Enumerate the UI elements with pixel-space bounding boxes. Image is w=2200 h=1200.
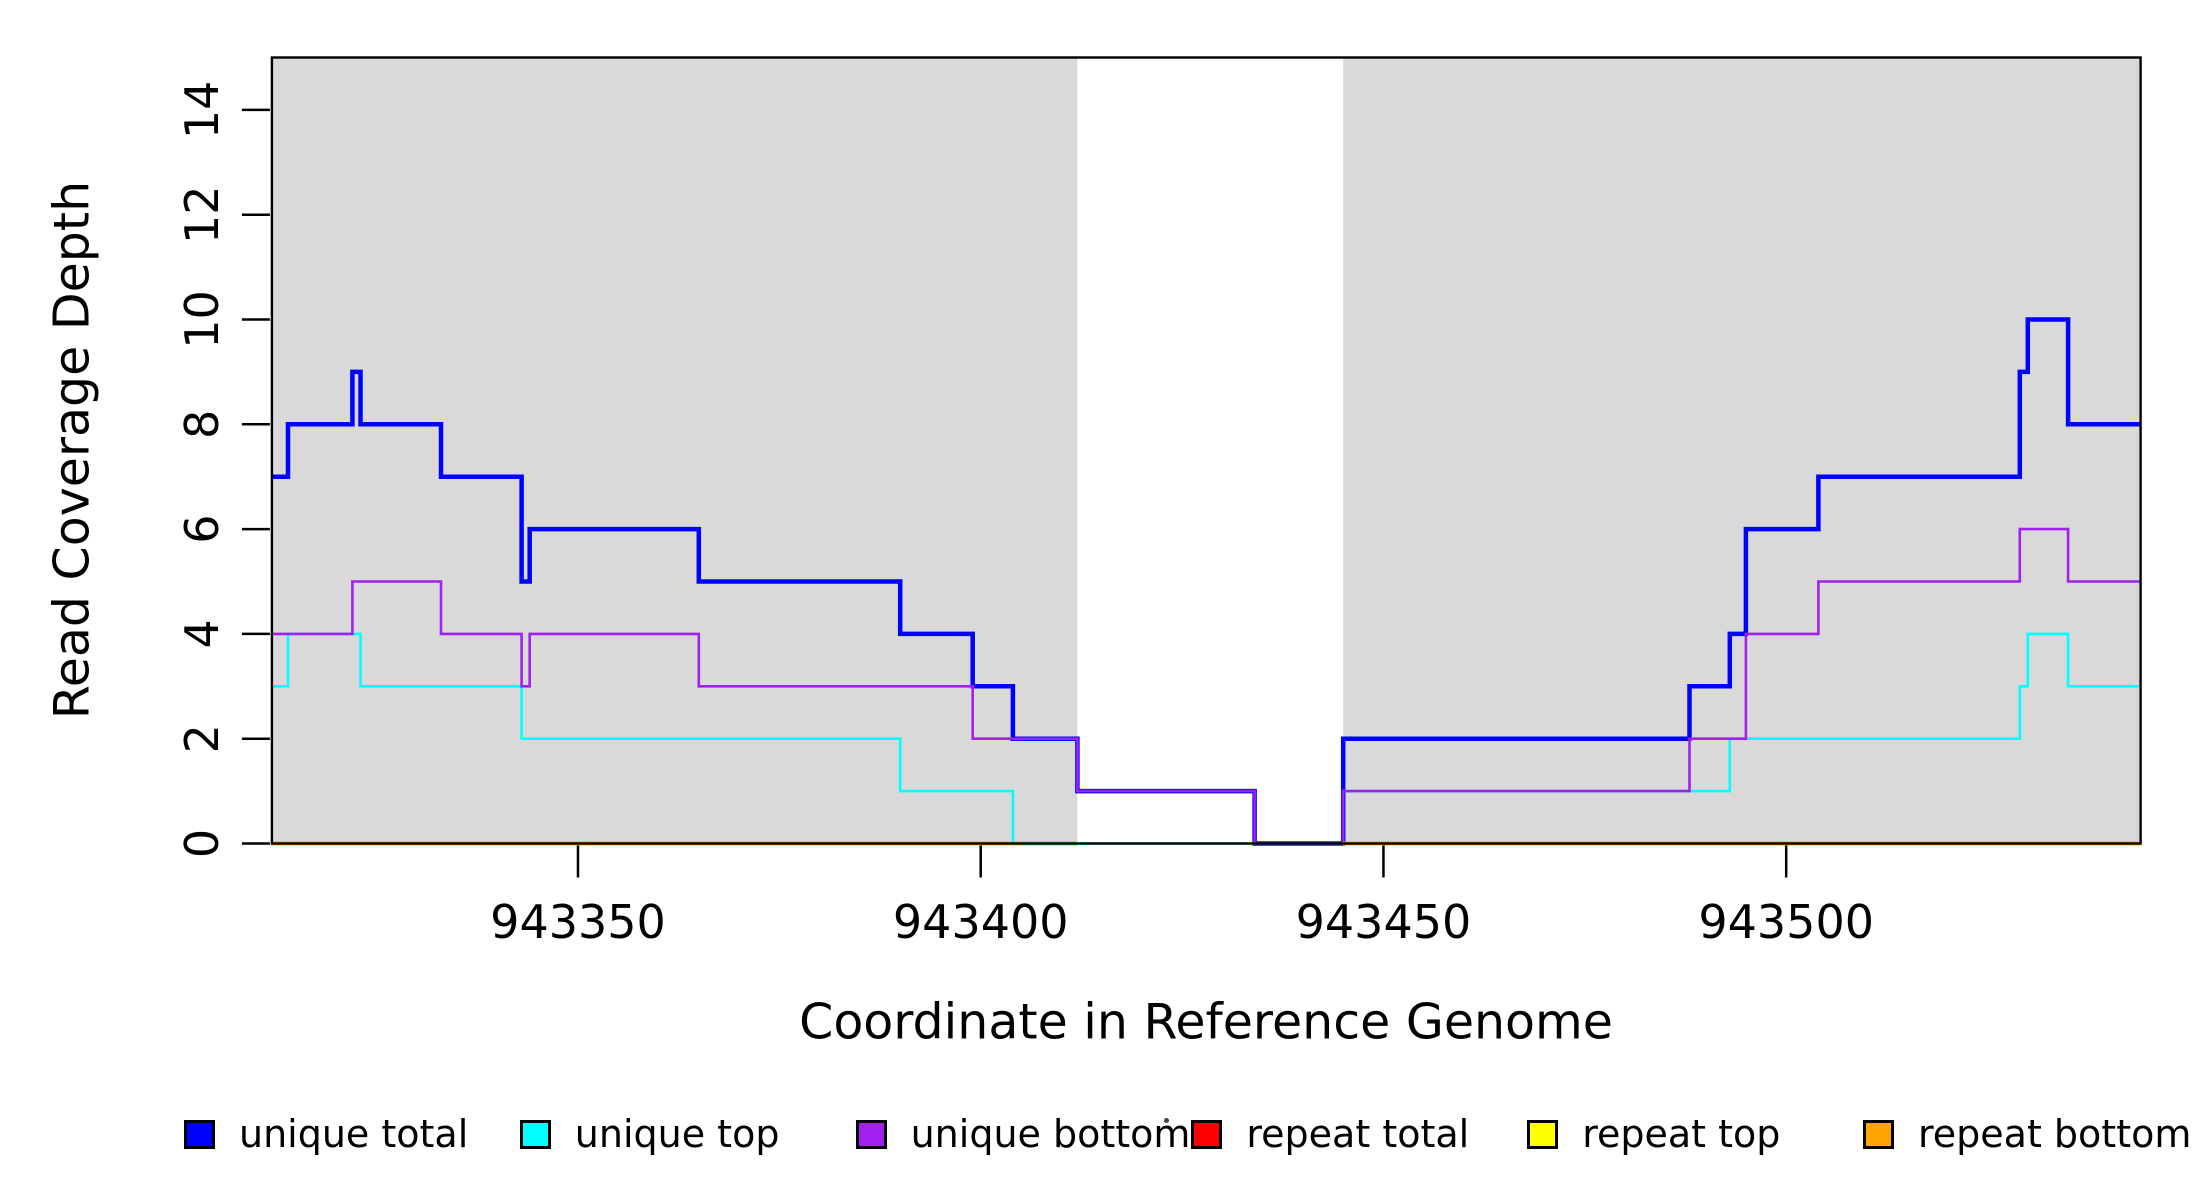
legend-item-repeat-total: repeat total [1191, 1112, 1469, 1156]
y-axis-tick-label: 2 [175, 724, 229, 753]
y-axis-tick-label: 4 [175, 619, 229, 648]
y-axis-tick-label: 12 [175, 185, 229, 244]
y-axis-tick-label: 8 [175, 410, 229, 439]
y-axis-tick-label: 6 [175, 514, 229, 543]
legend-swatch-repeat-total [1191, 1119, 1223, 1149]
y-axis-tick-label: 0 [175, 829, 229, 858]
legend-item-repeat-top: repeat top [1527, 1112, 1780, 1156]
y-axis-title: Read Coverage Depth [43, 180, 101, 720]
legend-item-unique-total: unique total [184, 1112, 468, 1156]
left-gray-region [271, 57, 1078, 844]
x-axis-tick-label: 943350 [490, 895, 666, 949]
legend-swatch-unique-total [184, 1119, 215, 1149]
x-axis-tick-label: 943500 [1698, 895, 1874, 949]
x-axis-title: Coordinate in Reference Genome [799, 993, 1613, 1051]
legend-label: unique bottom [910, 1112, 1191, 1156]
y-axis-tick-label: 14 [175, 81, 229, 140]
legend-label: repeat bottom [1918, 1112, 2192, 1156]
stray-dot-artifact [1164, 1118, 1169, 1123]
legend-swatch-unique-top [519, 1119, 551, 1149]
legend-swatch-repeat-bottom [1863, 1119, 1894, 1149]
x-axis-tick-label: 943400 [893, 895, 1069, 949]
legend-label: unique top [574, 1112, 780, 1156]
legend-label: repeat total [1246, 1112, 1470, 1156]
legend-swatch-repeat-top [1527, 1119, 1559, 1149]
legend-label: unique total [239, 1112, 469, 1156]
legend-item-unique-top: unique top [519, 1112, 780, 1156]
legend-item-unique-bottom: unique bottom [855, 1112, 1191, 1156]
legend-label: repeat top [1582, 1112, 1781, 1156]
y-axis-tick-label: 10 [175, 290, 229, 349]
right-gray-region [1343, 57, 2141, 844]
plot-border-box [270, 56, 2142, 845]
legend-swatch-unique-bottom [855, 1119, 887, 1149]
legend-item-repeat-bottom: repeat bottom [1863, 1112, 2191, 1156]
x-axis-tick-label: 943450 [1296, 895, 1472, 949]
series-line-unique-bottom [271, 527, 2141, 845]
